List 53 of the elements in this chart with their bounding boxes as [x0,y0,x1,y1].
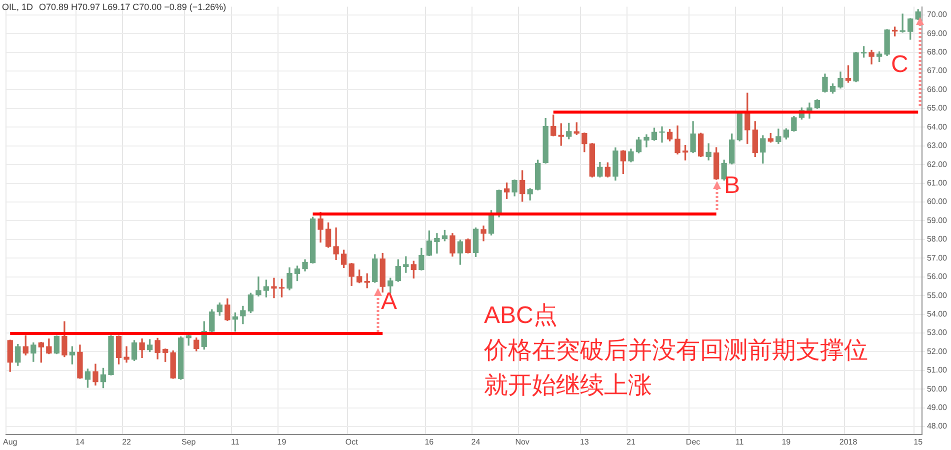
y-tick-label: 49.00 [926,403,948,412]
x-tick-label: 22 [122,437,132,446]
y-tick-label: 55.00 [926,290,948,300]
y-tick-label: 52.00 [926,346,948,356]
x-tick-label: 19 [782,437,792,446]
y-tick-label: 66.00 [926,84,948,94]
annotation: 价格在突破后并没有回测前期支撑位 [484,337,868,364]
x-tick-label: Aug [3,437,18,446]
x-tick-label: Oct [345,437,359,446]
annotation: ABC点 [484,302,558,329]
y-tick-label: 54.00 [926,309,948,318]
x-tick-label: 13 [580,437,590,446]
x-tick-label: 21 [626,437,636,446]
x-tick-label: 11 [231,437,240,446]
x-tick-label: Nov [515,437,530,446]
x-tick-label: 24 [471,437,481,446]
y-tick-label: 50.00 [926,384,948,394]
x-tick-label: Sep [181,437,196,446]
y-tick-label: 51.00 [926,366,948,375]
y-tick-label: 48.00 [926,422,948,431]
y-tick-label: 69.00 [926,28,948,38]
x-tick-label: 15 [914,437,924,446]
y-tick-label: 67.00 [926,66,948,76]
y-tick-label: 62.00 [926,160,948,169]
y-tick-label: 70.00 [926,10,948,20]
annotation: B [724,172,740,199]
y-tick-label: 61.00 [926,178,948,188]
x-tick-label: 11 [735,437,744,446]
annotation: O70.89 H70.97 L69.17 C70.00 −0.89 (−1.26%) [39,2,226,12]
candlestick [900,14,906,33]
y-tick-label: 59.00 [926,216,948,225]
x-tick-label: 14 [76,437,85,446]
annotation: 就开始继续上涨 [484,372,652,399]
candlestick [256,276,262,296]
x-tick-label: Dec [686,437,700,446]
annotation: C [891,51,908,78]
y-tick-label: 53.00 [926,328,948,338]
candlestick [124,346,130,363]
y-tick-label: 65.00 [926,104,948,113]
annotation: A [381,288,398,315]
y-tick-label: 56.00 [926,272,948,282]
x-tick-label: 2018 [839,437,858,446]
y-tick-label: 64.00 [926,122,948,132]
y-tick-label: 63.00 [926,141,948,150]
candlestick [271,278,277,298]
y-tick-label: 57.00 [926,253,948,262]
y-tick-label: 68.00 [926,47,948,56]
x-tick-label: 16 [424,437,434,446]
chart-title: OIL, 1D [2,2,34,12]
candlestick [434,233,440,254]
y-tick-label: 58.00 [926,234,948,244]
y-tick-label: 60.00 [926,197,948,206]
x-tick-label: 19 [277,437,287,446]
